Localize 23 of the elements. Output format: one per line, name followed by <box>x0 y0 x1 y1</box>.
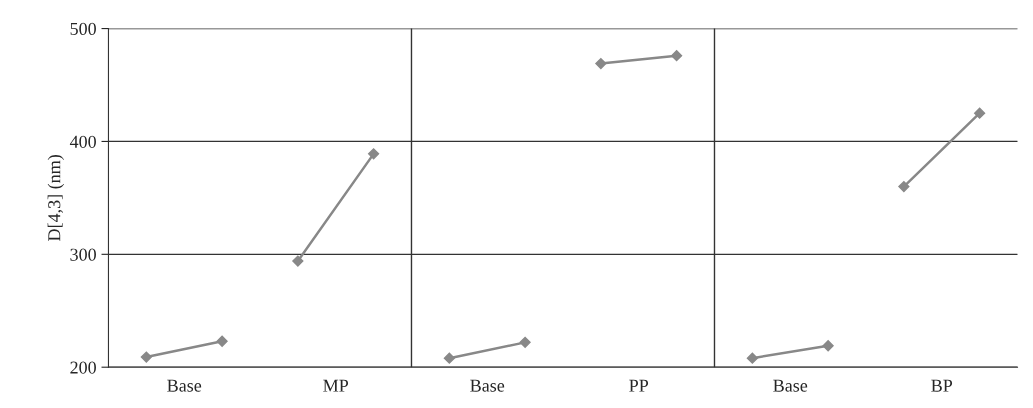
point <box>746 352 758 364</box>
point <box>974 107 986 119</box>
point <box>898 180 910 193</box>
y-tick-label: 400 <box>69 135 96 148</box>
text: Base <box>773 379 808 392</box>
y-tick-label: 300 <box>70 248 96 261</box>
point <box>822 340 834 352</box>
y-axis-title: D[4,3] (nm) <box>47 155 65 241</box>
point <box>671 50 683 62</box>
point <box>595 57 607 70</box>
text: Base <box>470 379 505 392</box>
point <box>292 255 304 267</box>
point <box>140 351 152 363</box>
y-tick-label: 200 <box>70 361 96 374</box>
point <box>519 336 531 348</box>
text: MP <box>323 379 349 392</box>
y-tick-label: 500 <box>70 22 96 35</box>
point <box>443 352 455 364</box>
text: Base <box>167 379 202 392</box>
text: PP <box>629 379 649 392</box>
point <box>367 148 380 160</box>
point <box>216 335 228 347</box>
text: BP <box>931 379 953 392</box>
